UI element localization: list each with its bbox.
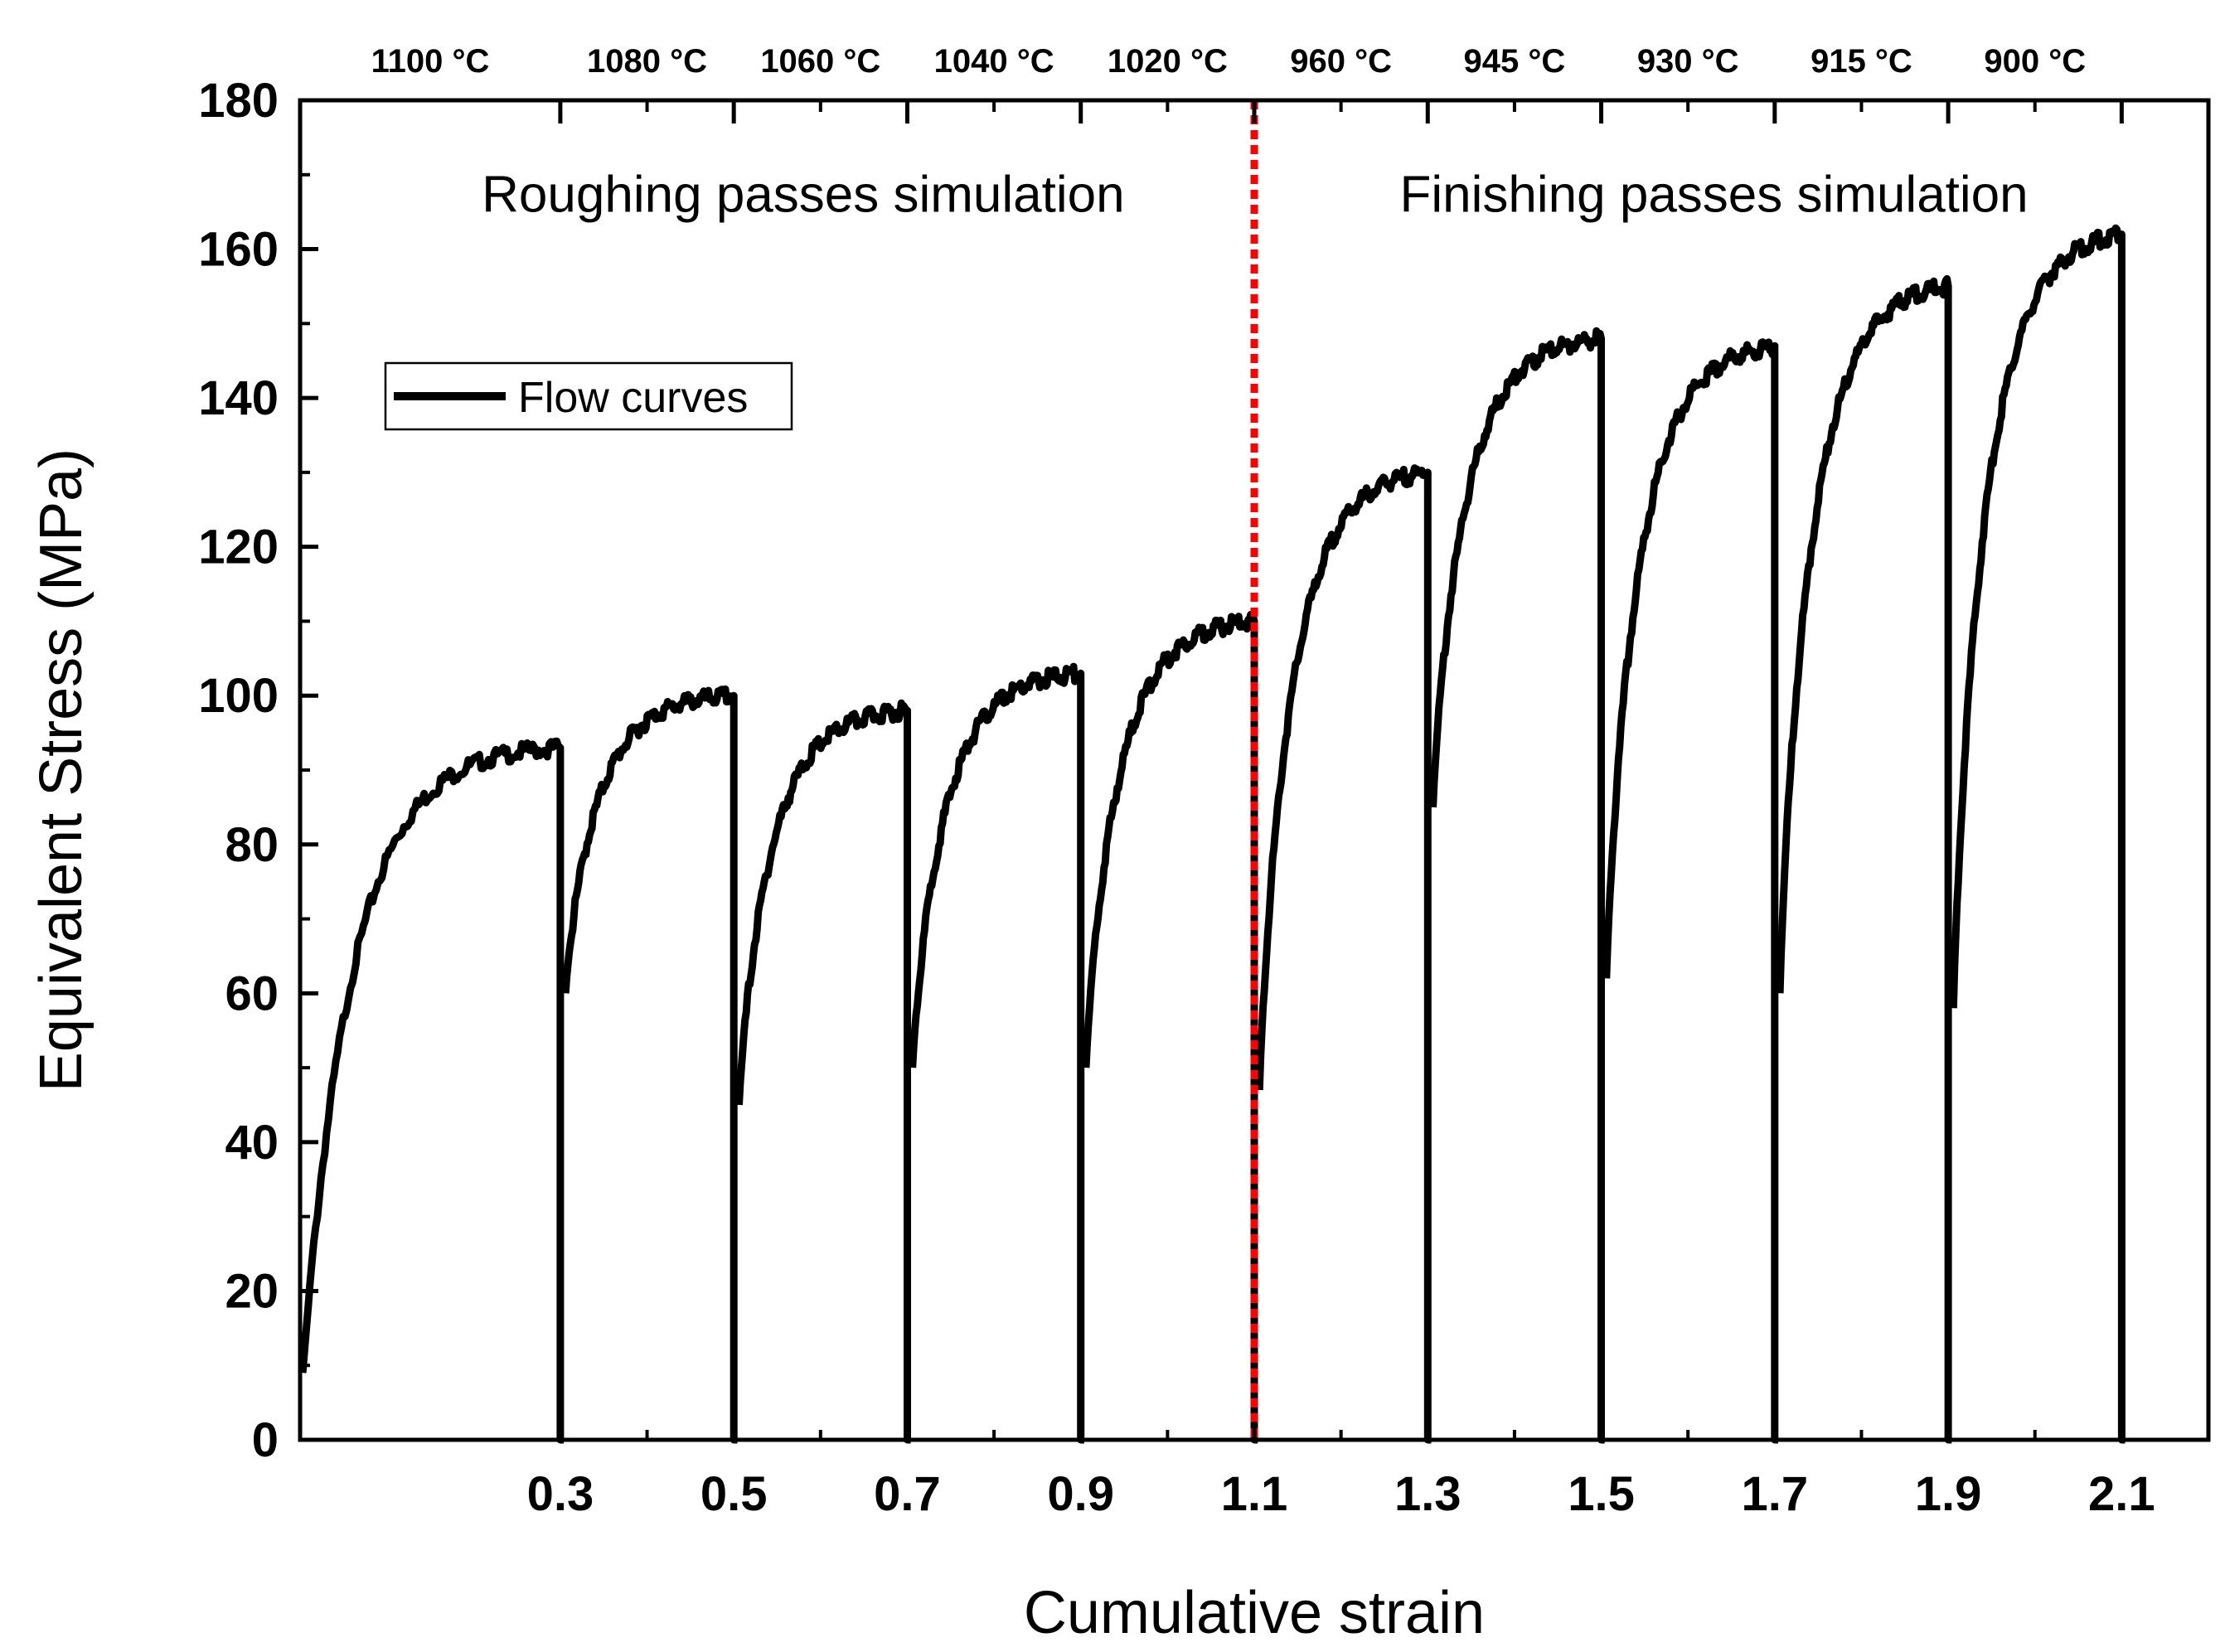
flow-curve-pass — [1602, 338, 1779, 1444]
top-temperature-label: 1040 °C — [934, 43, 1054, 80]
annotation-roughing: Roughing passes simulation — [482, 167, 1124, 224]
y-tick-label: 40 — [225, 1116, 279, 1170]
x-tick-label: 1.5 — [1568, 1467, 1635, 1521]
y-tick-label: 0 — [252, 1413, 279, 1467]
flow-curve-pass — [735, 699, 911, 1444]
top-temperature-label: 930 °C — [1637, 43, 1739, 80]
x-axis: 0.3 0.5 0.7 0.9 1.1 1.3 1.5 1.7 1.9 2.1 — [527, 1422, 2155, 1521]
legend-label: Flow curves — [518, 374, 748, 422]
flow-curve-pass — [1082, 611, 1258, 1444]
flow-curve-pass — [1255, 464, 1432, 1444]
x-tick-label: 1.1 — [1221, 1467, 1288, 1521]
legend: Flow curves — [384, 361, 793, 431]
x-axis-title: Cumulative strain — [1024, 1580, 1485, 1646]
top-temperature-label: 1080 °C — [587, 43, 707, 80]
x-tick-label: 0.9 — [1047, 1467, 1114, 1521]
top-temperature-label: 1060 °C — [760, 43, 880, 80]
y-tick-label: 120 — [198, 521, 279, 574]
top-temperature-label: 945 °C — [1464, 43, 1566, 80]
flow-curve-pass — [298, 737, 565, 1444]
x-tick-label: 2.1 — [2088, 1467, 2155, 1521]
flow-curve-pass — [1776, 274, 1952, 1444]
y-tick-label: 160 — [198, 223, 279, 277]
top-temperature-label: 900 °C — [1984, 43, 2086, 80]
x-tick-label: 1.7 — [1741, 1467, 1808, 1521]
flow-curve-pass — [561, 685, 738, 1444]
top-temperature-label: 1020 °C — [1108, 43, 1228, 80]
x-tick-label: 1.9 — [1915, 1467, 1982, 1521]
x-tick-label: 0.5 — [700, 1467, 768, 1521]
y-axis: 0 20 40 60 80 100 120 140 160 180 — [198, 74, 318, 1467]
flow-curve-pass — [909, 662, 1085, 1444]
y-tick-label: 20 — [225, 1264, 279, 1318]
x-tick-label: 0.7 — [874, 1467, 941, 1521]
annotation-finishing: Finishing passes simulation — [1400, 167, 2029, 224]
top-temperature-label: 915 °C — [1811, 43, 1912, 80]
flow-curve-pass — [1949, 224, 2126, 1444]
y-tick-label: 180 — [198, 74, 279, 128]
y-tick-label: 100 — [198, 669, 279, 723]
top-temperature-label: 960 °C — [1290, 43, 1392, 80]
x-tick-label: 0.3 — [527, 1467, 594, 1521]
y-tick-label: 80 — [225, 818, 279, 872]
flow-curve-pass — [1429, 327, 1605, 1444]
y-tick-label: 60 — [225, 966, 279, 1020]
top-temperature-axis: 1100 °C 1080 °C 1060 °C 1040 °C 1020 °C 960 °… — [371, 43, 2124, 124]
y-tick-label: 140 — [198, 371, 279, 425]
x-tick-label: 1.3 — [1394, 1467, 1462, 1521]
y-axis-title: Equivalent Stress (MPa) — [28, 448, 95, 1092]
plot-content — [298, 100, 2126, 1444]
top-temperature-label: 1100 °C — [371, 43, 490, 80]
